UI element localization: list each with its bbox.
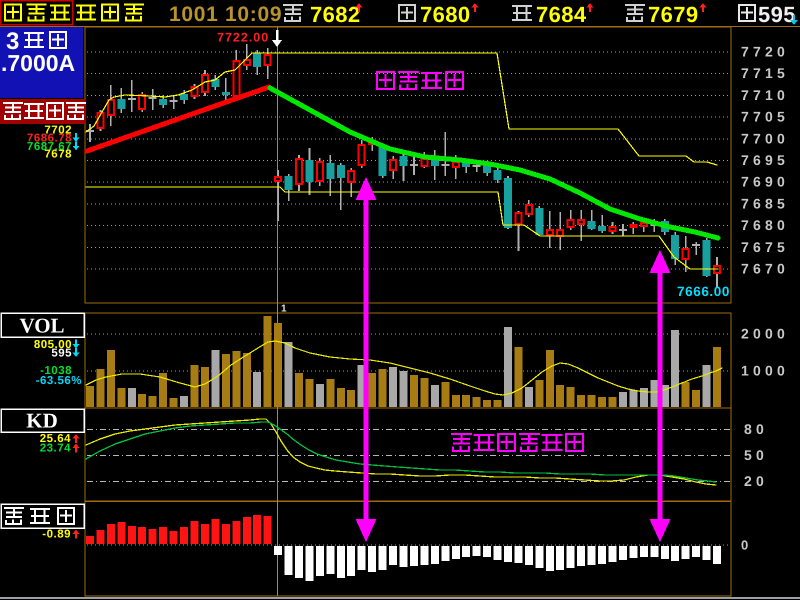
svg-text:23.74: 23.74 xyxy=(40,443,71,455)
svg-text:1: 1 xyxy=(281,304,287,315)
svg-text:-0.89: -0.89 xyxy=(42,529,71,541)
svg-text:7705: 7705 xyxy=(741,109,789,125)
svg-text:7680: 7680 xyxy=(741,217,789,233)
svg-text:20: 20 xyxy=(744,473,768,489)
svg-text:-63.56%: -63.56% xyxy=(36,375,82,387)
svg-text:VOL: VOL xyxy=(19,314,64,338)
svg-text:7666.00: 7666.00 xyxy=(677,284,730,299)
svg-text:7722.00: 7722.00 xyxy=(217,31,269,45)
svg-text:7702: 7702 xyxy=(44,125,72,137)
svg-text:7670: 7670 xyxy=(741,261,789,277)
svg-text:7690: 7690 xyxy=(741,174,789,190)
svg-text:7710: 7710 xyxy=(741,87,789,103)
svg-text:3: 3 xyxy=(6,28,19,55)
svg-text:1001 10:09: 1001 10:09 xyxy=(169,3,282,26)
svg-text:7687.67: 7687.67 xyxy=(27,141,72,153)
svg-text:0: 0 xyxy=(741,538,748,553)
svg-text:7720: 7720 xyxy=(741,44,789,60)
svg-text:7695: 7695 xyxy=(741,152,789,168)
svg-text:25.64: 25.64 xyxy=(40,433,71,445)
svg-text:7700: 7700 xyxy=(741,130,789,146)
svg-text:7682: 7682 xyxy=(310,2,361,27)
svg-text:7680: 7680 xyxy=(420,2,471,27)
svg-text:7685: 7685 xyxy=(741,195,789,211)
svg-text:7684: 7684 xyxy=(536,2,587,27)
svg-text:7678: 7678 xyxy=(44,149,72,161)
svg-text:595: 595 xyxy=(758,2,796,27)
svg-text:7675: 7675 xyxy=(741,239,789,255)
svg-text:80: 80 xyxy=(744,421,768,437)
svg-text:1000: 1000 xyxy=(741,363,789,379)
svg-text:50: 50 xyxy=(744,447,768,463)
svg-text:.7000A: .7000A xyxy=(1,50,75,76)
svg-text:7686.78: 7686.78 xyxy=(27,133,72,145)
svg-text:KD: KD xyxy=(26,409,58,433)
svg-text:2000: 2000 xyxy=(741,326,789,342)
svg-text:595: 595 xyxy=(51,348,72,360)
svg-text:7715: 7715 xyxy=(741,65,789,81)
svg-text:7679: 7679 xyxy=(648,2,699,27)
svg-text:-1038: -1038 xyxy=(40,365,72,377)
svg-text:805.00: 805.00 xyxy=(34,339,72,351)
